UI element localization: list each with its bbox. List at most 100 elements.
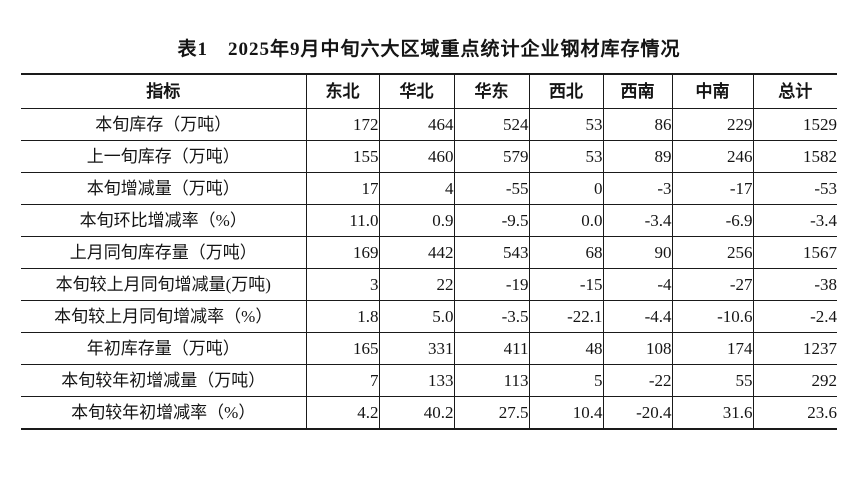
table-row: 本旬库存（万吨） 172 464 524 53 86 229 1529 bbox=[21, 108, 837, 141]
row-label: 本旬增减量（万吨） bbox=[21, 172, 307, 205]
row-label: 本旬库存（万吨） bbox=[21, 108, 307, 141]
cell-value: 48 bbox=[528, 332, 604, 365]
table-row: 本旬较年初增减率（%） 4.2 40.2 27.5 10.4 -20.4 31.6 23.6 bbox=[21, 396, 837, 430]
cell-value: 229 bbox=[671, 108, 754, 141]
column-header: 中南 bbox=[671, 73, 754, 109]
cell-value: -22 bbox=[602, 364, 673, 397]
cell-value: 155 bbox=[305, 140, 380, 173]
cell-value: 1237 bbox=[752, 332, 837, 365]
column-header: 华东 bbox=[453, 73, 530, 109]
table-body: 本旬库存（万吨） 172 464 524 53 86 229 1529 上一旬库存（万吨） 155… bbox=[21, 108, 837, 430]
cell-value: 53 bbox=[528, 140, 604, 173]
row-label: 本旬较上月同旬增减率（%） bbox=[21, 300, 307, 333]
cell-value: -4.4 bbox=[602, 300, 673, 333]
cell-value: 442 bbox=[378, 236, 455, 269]
table-row: 上月同旬库存量（万吨） 169 442 543 68 90 256 1567 bbox=[21, 236, 837, 269]
cell-value: -3.4 bbox=[752, 204, 837, 237]
column-header: 西南 bbox=[602, 73, 673, 109]
row-label: 本旬较年初增减量（万吨） bbox=[21, 364, 307, 397]
cell-value: 68 bbox=[528, 236, 604, 269]
row-label: 上一旬库存（万吨） bbox=[21, 140, 307, 173]
cell-value: 7 bbox=[305, 364, 380, 397]
table-title: 表1 2025年9月中旬六大区域重点统计企业钢材库存情况 bbox=[177, 39, 681, 60]
column-header: 指标 bbox=[21, 73, 307, 109]
cell-value: -20.4 bbox=[602, 396, 673, 430]
cell-value: 579 bbox=[453, 140, 530, 173]
cell-value: 27.5 bbox=[453, 396, 530, 430]
cell-value: 40.2 bbox=[378, 396, 455, 430]
cell-value: -3.5 bbox=[453, 300, 530, 333]
column-header: 西北 bbox=[528, 73, 604, 109]
cell-value: 331 bbox=[378, 332, 455, 365]
cell-value: -55 bbox=[453, 172, 530, 205]
cell-value: 0 bbox=[528, 172, 604, 205]
cell-value: -9.5 bbox=[453, 204, 530, 237]
cell-value: 411 bbox=[453, 332, 530, 365]
cell-value: 0.0 bbox=[528, 204, 604, 237]
cell-value: 464 bbox=[378, 108, 455, 141]
cell-value: 11.0 bbox=[305, 204, 380, 237]
cell-value: 543 bbox=[453, 236, 530, 269]
cell-value: -22.1 bbox=[528, 300, 604, 333]
cell-value: 0.9 bbox=[378, 204, 455, 237]
cell-value: 53 bbox=[528, 108, 604, 141]
cell-value: 4 bbox=[378, 172, 455, 205]
cell-value: 31.6 bbox=[671, 396, 754, 430]
table-header-row: 指标 东北 华北 华东 西北 西南 中南 总计 bbox=[21, 73, 837, 109]
cell-value: -3 bbox=[602, 172, 673, 205]
row-label: 上月同旬库存量（万吨） bbox=[21, 236, 307, 269]
column-header: 总计 bbox=[752, 73, 837, 109]
cell-value: 22 bbox=[378, 268, 455, 301]
cell-value: 1567 bbox=[752, 236, 837, 269]
cell-value: -3.4 bbox=[602, 204, 673, 237]
cell-value: 5 bbox=[528, 364, 604, 397]
cell-value: 169 bbox=[305, 236, 380, 269]
cell-value: 165 bbox=[305, 332, 380, 365]
cell-value: -4 bbox=[602, 268, 673, 301]
row-label: 年初库存量（万吨） bbox=[21, 332, 307, 365]
cell-value: 4.2 bbox=[305, 396, 380, 430]
cell-value: 108 bbox=[602, 332, 673, 365]
cell-value: 17 bbox=[305, 172, 380, 205]
column-header: 华北 bbox=[378, 73, 455, 109]
steel-inventory-table: 指标 东北 华北 华东 西北 西南 中南 总计 本旬库存（万吨） 172 464 524 53 86 22… bbox=[21, 73, 837, 430]
column-header: 东北 bbox=[305, 73, 380, 109]
cell-value: -15 bbox=[528, 268, 604, 301]
cell-value: 292 bbox=[752, 364, 837, 397]
cell-value: 1.8 bbox=[305, 300, 380, 333]
cell-value: 113 bbox=[453, 364, 530, 397]
row-label: 本旬较年初增减率（%） bbox=[21, 396, 307, 430]
cell-value: 1529 bbox=[752, 108, 837, 141]
cell-value: -19 bbox=[453, 268, 530, 301]
cell-value: 3 bbox=[305, 268, 380, 301]
cell-value: 174 bbox=[671, 332, 754, 365]
cell-value: 10.4 bbox=[528, 396, 604, 430]
cell-value: 460 bbox=[378, 140, 455, 173]
cell-value: -38 bbox=[752, 268, 837, 301]
table-row: 本旬增减量（万吨） 17 4 -55 0 -3 -17 -53 bbox=[21, 172, 837, 205]
table-row: 本旬环比增减率（%） 11.0 0.9 -9.5 0.0 -3.4 -6.9 -3.4 bbox=[21, 204, 837, 237]
cell-value: 86 bbox=[602, 108, 673, 141]
cell-value: -10.6 bbox=[671, 300, 754, 333]
table-row: 本旬较上月同旬增减量(万吨) 3 22 -19 -15 -4 -27 -38 bbox=[21, 268, 837, 301]
table-row: 本旬较年初增减量（万吨） 7 133 113 5 -22 55 292 bbox=[21, 364, 837, 397]
cell-value: -6.9 bbox=[671, 204, 754, 237]
cell-value: 1582 bbox=[752, 140, 837, 173]
table-row: 本旬较上月同旬增减率（%） 1.8 5.0 -3.5 -22.1 -4.4 -10.6 -2.… bbox=[21, 300, 837, 333]
cell-value: -53 bbox=[752, 172, 837, 205]
document-page: 表1 2025年9月中旬六大区域重点统计企业钢材库存情况 指标 东北 华北 华东 西北西… bbox=[21, 0, 837, 430]
cell-value: -2.4 bbox=[752, 300, 837, 333]
cell-value: 5.0 bbox=[378, 300, 455, 333]
table-row: 年初库存量（万吨） 165 331 411 48 108 174 1237 bbox=[21, 332, 837, 365]
cell-value: 256 bbox=[671, 236, 754, 269]
cell-value: 524 bbox=[453, 108, 530, 141]
table-row: 上一旬库存（万吨） 155 460 579 53 89 246 1582 bbox=[21, 140, 837, 173]
cell-value: -27 bbox=[671, 268, 754, 301]
cell-value: 133 bbox=[378, 364, 455, 397]
cell-value: 246 bbox=[671, 140, 754, 173]
row-label: 本旬较上月同旬增减量(万吨) bbox=[21, 268, 307, 301]
cell-value: 172 bbox=[305, 108, 380, 141]
cell-value: 89 bbox=[602, 140, 673, 173]
cell-value: -17 bbox=[671, 172, 754, 205]
cell-value: 90 bbox=[602, 236, 673, 269]
